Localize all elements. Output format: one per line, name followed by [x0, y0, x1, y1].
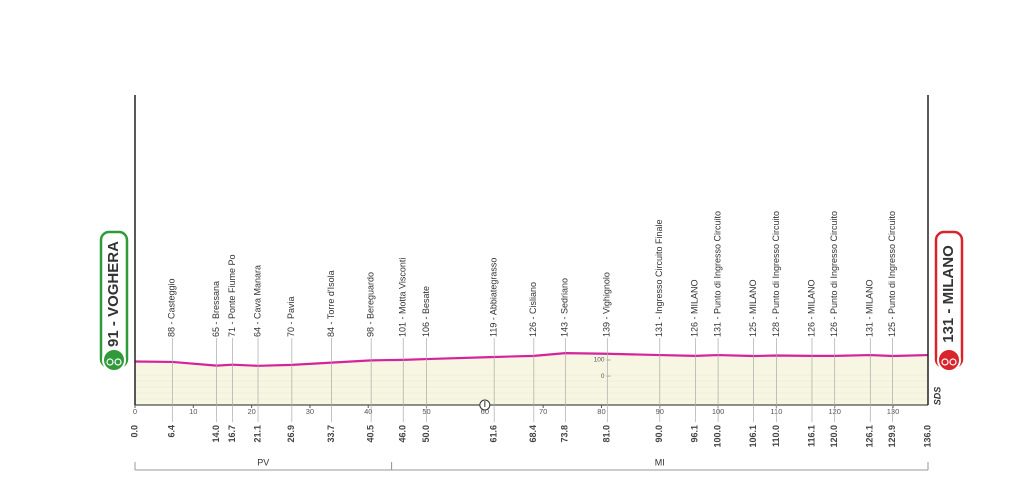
x-tick-label: 10 [189, 407, 197, 416]
waypoint-label: 139 - Vighignolo [602, 272, 612, 337]
waypoint-label: 131 - MILANO [865, 279, 875, 337]
waypoint-km: 26.9 [286, 425, 296, 443]
waypoint-label: 131 - Punto di Ingresso Circuito [712, 211, 722, 337]
finish-wheel-a [941, 358, 949, 366]
x-tick-label: 130 [887, 407, 900, 416]
start-wheel-b [114, 358, 122, 366]
sector-label: MI [655, 457, 665, 467]
waypoint-label: 128 - Punto di Ingresso Circuito [771, 211, 781, 337]
x-tick-label: 60 [481, 407, 489, 416]
waypoint-km: 126.1 [865, 425, 875, 448]
x-tick-label: 30 [306, 407, 314, 416]
waypoint-km: 120.0 [829, 425, 839, 448]
waypoint-label: 126 - Cisliano [528, 282, 538, 337]
waypoint-label: 65 - Bressana [211, 281, 221, 337]
waypoint-km: 81.0 [602, 425, 612, 443]
waypoint-label: 98 - Bereguardo [366, 272, 376, 337]
start-wheel-a [106, 358, 114, 366]
waypoint-km: 46.0 [398, 425, 408, 443]
waypoint-km: 6.4 [167, 425, 177, 438]
waypoint-label: 125 - Punto di Ingresso Circuito [887, 211, 897, 337]
waypoint-km: 100.0 [712, 425, 722, 448]
y-tick-label: 0 [601, 373, 605, 380]
sector-label: PV [257, 457, 269, 467]
start-label: 91 - VOGHERA [105, 241, 122, 347]
waypoint-km: 116.1 [806, 425, 816, 447]
waypoint-km: 61.6 [489, 425, 499, 443]
finish-wheel-b [949, 358, 957, 366]
waypoint-label: 126 - MILANO [690, 279, 700, 337]
waypoint-label: 126 - Punto di Ingresso Circuito [829, 211, 839, 337]
x-tick-label: 20 [247, 407, 255, 416]
waypoint-km: 90.0 [654, 425, 664, 443]
waypoint-km: 14.0 [211, 425, 221, 443]
waypoint-label: 70 - Pavia [286, 296, 296, 337]
waypoint-label: 143 - Sedriano [560, 278, 570, 337]
waypoint-km: 96.1 [690, 425, 700, 443]
waypoint-km: 110.0 [771, 425, 781, 447]
waypoint-label: 125 - MILANO [748, 279, 758, 337]
waypoint-label: 101 - Motta Visconti [398, 258, 408, 337]
finish-km-label: 136.0 [922, 425, 932, 448]
waypoint-label: 131 - Ingresso Circuito Finale [654, 219, 664, 337]
waypoint-label: 84 - Torre d'Isola [326, 270, 336, 337]
waypoint-label: 126 - MILANO [806, 279, 816, 337]
start-km-label: 0.0 [129, 425, 139, 438]
waypoint-label: 88 - Casteggio [167, 278, 177, 337]
waypoint-km: 16.7 [227, 425, 237, 443]
waypoint-km: 50.0 [421, 425, 431, 443]
finish-note: SDS [932, 387, 942, 406]
x-tick-label: 0 [133, 407, 137, 416]
y-tick-label: 100 [594, 357, 605, 364]
waypoint-km: 40.5 [366, 425, 376, 443]
finish-icon [937, 348, 961, 372]
waypoint-km: 68.4 [528, 425, 538, 443]
waypoint-label: 119 - Abbiategrasso [489, 258, 499, 337]
waypoint-label: 64 - Cava Manara [252, 265, 262, 337]
finish-label: 131 - MILANO [940, 245, 957, 343]
waypoint-km: 106.1 [748, 425, 758, 448]
waypoint-km: 21.1 [252, 425, 262, 443]
waypoint-km: 129.9 [887, 425, 897, 448]
waypoint-label: 106 - Besate [421, 286, 431, 337]
x-tick-label: 40 [364, 407, 372, 416]
profile-area [135, 353, 928, 405]
waypoint-km: 33.7 [326, 425, 336, 443]
x-tick-label: 80 [597, 407, 605, 416]
profile-line [134, 352, 929, 367]
waypoint-label: 71 - Ponte Fiume Po [227, 254, 237, 337]
start-icon [102, 348, 126, 372]
waypoint-km: 73.8 [560, 425, 570, 443]
x-tick-label: 70 [539, 407, 547, 416]
